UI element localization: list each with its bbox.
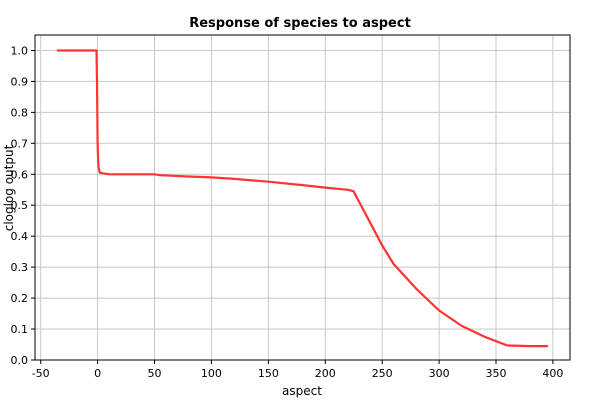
x-tick-label: -50 [32, 367, 50, 380]
y-tick-label: 0.9 [11, 75, 29, 88]
x-axis: -50 0 50 100 150 200 250 300 350 400 [32, 360, 563, 380]
y-tick-label: 0.5 [11, 199, 29, 212]
x-tick-label: 400 [542, 367, 563, 380]
chart-title: Response of species to aspect [189, 16, 411, 31]
y-tick-label: 0.0 [11, 354, 29, 367]
gridlines [35, 35, 570, 361]
y-tick-label: 1.0 [11, 45, 29, 58]
y-axis-label: cloglog output [2, 144, 16, 231]
series-layer [56, 49, 549, 348]
x-tick-label: 100 [201, 367, 222, 380]
response-curve [56, 49, 549, 348]
y-tick-label: 0.7 [11, 137, 29, 150]
y-tick-label: 0.8 [11, 106, 29, 119]
x-axis-label: aspect [282, 384, 322, 398]
plot-frame [34, 34, 571, 361]
x-tick-label: 150 [258, 367, 279, 380]
y-tick-label: 0.3 [11, 261, 29, 274]
y-tick-label: 0.4 [11, 230, 29, 243]
x-tick-label: 50 [148, 367, 162, 380]
x-tick-label: 200 [315, 367, 336, 380]
y-tick-label: 0.6 [11, 168, 29, 181]
y-tick-label: 0.2 [11, 292, 29, 305]
x-tick-label: 350 [486, 367, 507, 380]
x-tick-label: 0 [94, 367, 101, 380]
x-tick-label: 300 [429, 367, 450, 380]
x-tick-label: 250 [372, 367, 393, 380]
y-tick-label: 0.1 [11, 323, 29, 336]
y-axis: 0.0 0.1 0.2 0.3 0.4 0.5 0.6 0.7 0.8 0.9 1.0 [11, 45, 35, 367]
